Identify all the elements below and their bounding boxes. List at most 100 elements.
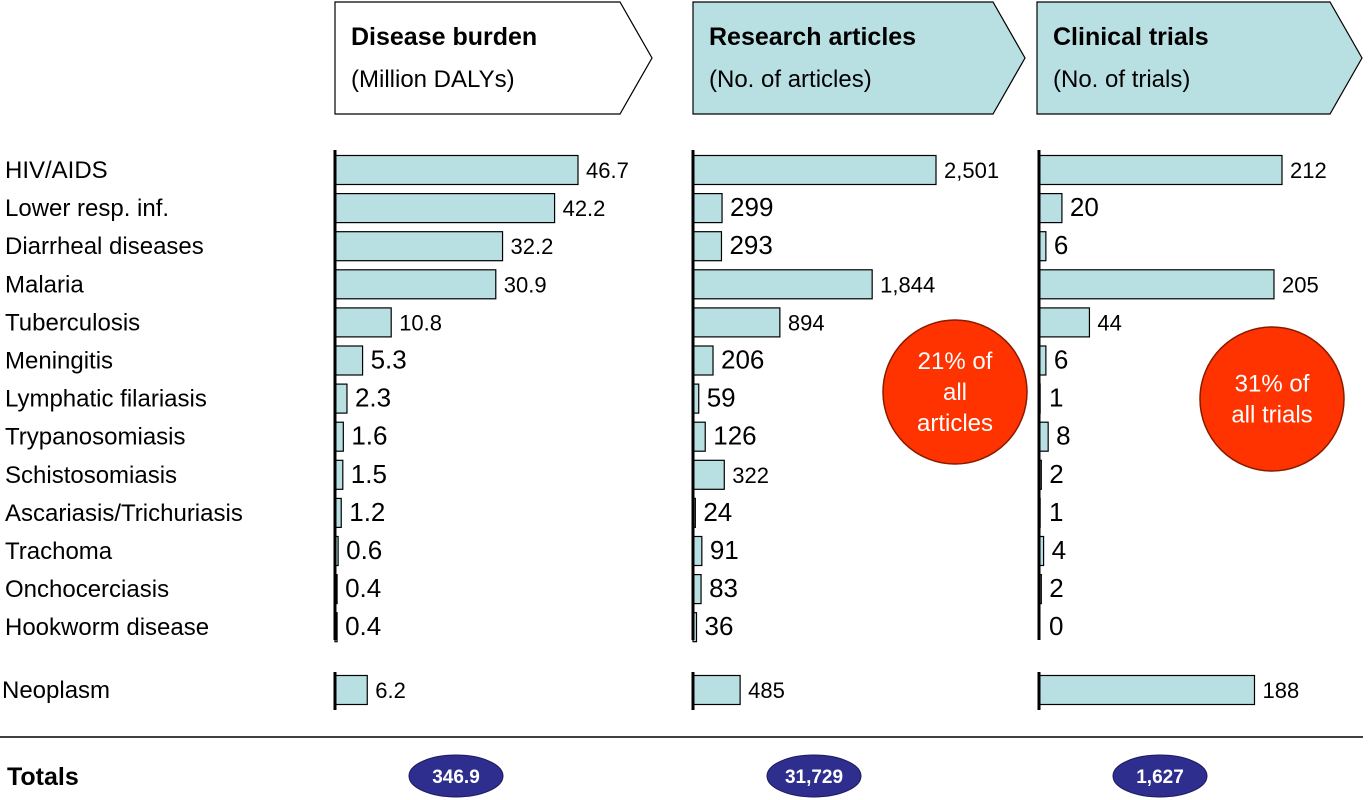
category-label-hookworm-disease: Hookworm disease [5,614,209,641]
research-articles-share-callout-line: articles [917,410,993,437]
clinical-trials-value-lymphatic-filariasis: 1 [1049,383,1063,413]
clinical-trials-bar-neoplasm [1038,674,1256,706]
disease-burden-value-tuberculosis: 10.8 [399,310,442,335]
clinical-trials-value-trypanosomiasis: 8 [1056,421,1070,451]
clinical-trials-bar-hiv-aids [1038,154,1283,186]
disease-burden-value-lower-resp-inf: 42.2 [563,196,606,221]
clinical-trials-value-schistosomiasis: 2 [1049,459,1063,489]
disease-burden-value-trypanosomiasis: 1.6 [351,421,387,451]
disease-burden-bar-malaria [334,269,497,300]
disease-burden-header-box [334,1,653,115]
research-articles-value-lower-resp-inf: 299 [730,192,773,222]
category-labels: HIV/AIDS Lower resp. inf. Diarrheal diseas… [2,157,243,704]
disease-burden-value-schistosomiasis: 1.5 [351,459,387,489]
category-label-malaria: Malaria [5,271,84,298]
research-articles-value-hookworm-disease: 36 [704,611,733,641]
clinical-trials-value-onchocerciasis: 2 [1049,573,1063,603]
category-label-ascariasis-trichuriasis: Ascariasis/Trichuriasis [5,500,243,527]
research-articles-share-callout-line: all [943,379,967,406]
disease-burden-value-hiv-aids: 46.7 [586,158,629,183]
clinical-trials-header-unit: (No. of trials) [1053,66,1190,93]
clinical-trials-value-tuberculosis: 44 [1097,310,1121,335]
research-articles-value-ascariasis-trichuriasis: 24 [703,497,732,527]
callouts: 21% of all articles 31% of all trials [882,319,1345,472]
bar-panels: 46.7 42.2 32.2 30.9 10.8 5.3 2.3 1.6 1.5 1.2 0.6 0.… [333,150,1327,710]
research-articles-share-callout [882,319,1028,465]
disease-burden-value-malaria: 30.9 [504,272,547,297]
clinical-trials-value-malaria: 205 [1282,272,1319,297]
disease-burden-panel: 46.7 42.2 32.2 30.9 10.8 5.3 2.3 1.6 1.5 1.2 0.6 0.… [333,150,629,710]
totals-label: Totals [7,763,79,791]
disease-burden-bar-neoplasm [334,674,368,706]
research-articles-value-lymphatic-filariasis: 59 [707,383,736,413]
research-articles-bar-hiv-aids [692,154,937,186]
disease-burden-value-diarrheal-diseases: 32.2 [511,234,554,259]
clinical-trials-value-hiv-aids: 212 [1290,158,1327,183]
research-articles-bar-meningitis [692,345,714,376]
research-articles-header-title: Research articles [709,23,916,51]
category-label-meningitis: Meningitis [5,348,113,375]
research-articles-value-hiv-aids: 2,501 [944,158,999,183]
clinical-trials-value-ascariasis-trichuriasis: 1 [1049,497,1063,527]
clinical-trials-bar-tuberculosis [1038,307,1091,338]
clinical-trials-share-callout-line: all trials [1231,402,1312,429]
research-articles-value-meningitis: 206 [721,345,764,375]
category-label-onchocerciasis: Onchocerciasis [5,576,169,603]
research-articles-total-value: 31,729 [785,767,843,788]
research-articles-header-box [692,1,1026,115]
disease-burden-value-meningitis: 5.3 [371,345,407,375]
research-articles-share-callout-line: 21% of [918,348,993,375]
research-articles-bar-tuberculosis [692,307,781,338]
research-articles-value-malaria: 1,844 [880,272,935,297]
disease-burden-value-onchocerciasis: 0.4 [345,573,381,603]
clinical-trials-value-trachoma: 4 [1052,535,1066,565]
clinical-trials-bar-malaria [1038,269,1275,300]
disease-burden-value-ascariasis-trichuriasis: 1.2 [349,497,385,527]
category-label-tuberculosis: Tuberculosis [5,309,140,336]
disease-burden-header-unit: (Million DALYs) [351,66,515,93]
disease-burden-value-hookworm-disease: 0.4 [345,611,381,641]
research-articles-value-diarrheal-diseases: 293 [729,230,772,260]
research-articles-value-onchocerciasis: 83 [709,573,738,603]
research-articles-value-schistosomiasis: 322 [732,463,769,488]
clinical-trials-value-hookworm-disease: 0 [1049,611,1063,641]
research-articles-bar-lower-resp-inf [692,193,723,224]
clinical-trials-header-box [1036,1,1363,115]
category-label-neoplasm: Neoplasm [2,677,110,704]
disease-burden-value-neoplasm: 6.2 [375,678,406,703]
research-articles-bar-schistosomiasis [692,459,725,490]
category-label-trypanosomiasis: Trypanosomiasis [5,424,186,451]
disease-burden-bar-hiv-aids [334,154,579,186]
clinical-trials-header-title: Clinical trials [1053,23,1209,51]
research-articles-value-trachoma: 91 [710,535,739,565]
category-label-hiv-aids: HIV/AIDS [5,157,108,184]
disease-burden-value-trachoma: 0.6 [346,535,382,565]
clinical-trials-value-neoplasm: 188 [1262,678,1299,703]
category-label-diarrheal-diseases: Diarrheal diseases [5,233,204,260]
clinical-trials-value-diarrheal-diseases: 6 [1054,230,1068,260]
clinical-trials-value-lower-resp-inf: 20 [1070,192,1099,222]
research-articles-bar-trypanosomiasis [692,421,706,452]
disease-burden-bar-diarrheal-diseases [334,231,504,262]
research-articles-bar-malaria [692,269,873,300]
research-articles-total-badge [766,754,862,798]
research-articles-bar-neoplasm [692,674,741,706]
category-label-trachoma: Trachoma [5,538,113,565]
disease-burden-total-value: 346.9 [432,767,480,788]
research-articles-value-trypanosomiasis: 126 [713,421,756,451]
clinical-trials-value-meningitis: 6 [1054,345,1068,375]
disease-burden-bar-lower-resp-inf [334,193,556,224]
category-label-schistosomiasis: Schistosomiasis [5,462,177,489]
category-label-lower-resp-inf: Lower resp. inf. [5,195,169,222]
disease-burden-header-title: Disease burden [351,23,537,51]
clinical-trials-total-badge [1112,754,1208,798]
disease-burden-value-lymphatic-filariasis: 2.3 [355,383,391,413]
disease-burden-bar-meningitis [334,345,364,376]
clinical-trials-share-callout-line: 31% of [1235,371,1310,398]
research-articles-bar-diarrheal-diseases [692,231,723,262]
research-articles-value-neoplasm: 485 [748,678,785,703]
research-articles-header-unit: (No. of articles) [709,66,872,93]
